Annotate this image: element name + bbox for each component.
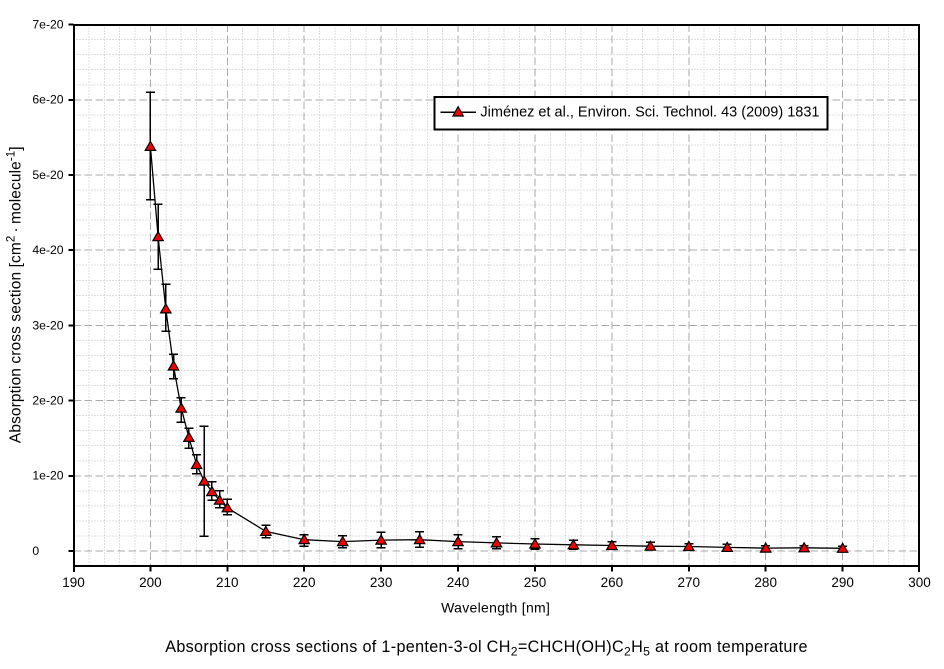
svg-text:2e-20: 2e-20 bbox=[32, 394, 63, 408]
svg-text:Absorption cross sections of 1: Absorption cross sections of 1-penten-3-… bbox=[165, 638, 808, 659]
svg-text:Wavelength [nm]: Wavelength [nm] bbox=[441, 600, 550, 616]
svg-text:Jiménez et al., Environ. Sci.: Jiménez et al., Environ. Sci. Technol. 4… bbox=[480, 104, 819, 120]
svg-text:0: 0 bbox=[32, 544, 39, 558]
svg-text:260: 260 bbox=[601, 575, 624, 590]
svg-text:220: 220 bbox=[293, 575, 316, 590]
svg-text:5e-20: 5e-20 bbox=[32, 168, 63, 182]
svg-text:300: 300 bbox=[908, 575, 931, 590]
svg-text:200: 200 bbox=[139, 575, 162, 590]
svg-text:3e-20: 3e-20 bbox=[32, 318, 63, 332]
svg-text:190: 190 bbox=[62, 575, 85, 590]
svg-text:210: 210 bbox=[216, 575, 239, 590]
svg-text:7e-20: 7e-20 bbox=[32, 18, 63, 32]
svg-text:230: 230 bbox=[370, 575, 393, 590]
svg-text:6e-20: 6e-20 bbox=[32, 93, 63, 107]
svg-text:250: 250 bbox=[524, 575, 547, 590]
svg-text:1e-20: 1e-20 bbox=[32, 469, 63, 483]
svg-text:Absorption cross section [cm2: Absorption cross section [cm2 · molecule… bbox=[6, 146, 25, 443]
svg-text:4e-20: 4e-20 bbox=[32, 243, 63, 257]
svg-text:290: 290 bbox=[831, 575, 854, 590]
svg-text:240: 240 bbox=[447, 575, 470, 590]
svg-text:280: 280 bbox=[754, 575, 777, 590]
svg-text:270: 270 bbox=[678, 575, 701, 590]
